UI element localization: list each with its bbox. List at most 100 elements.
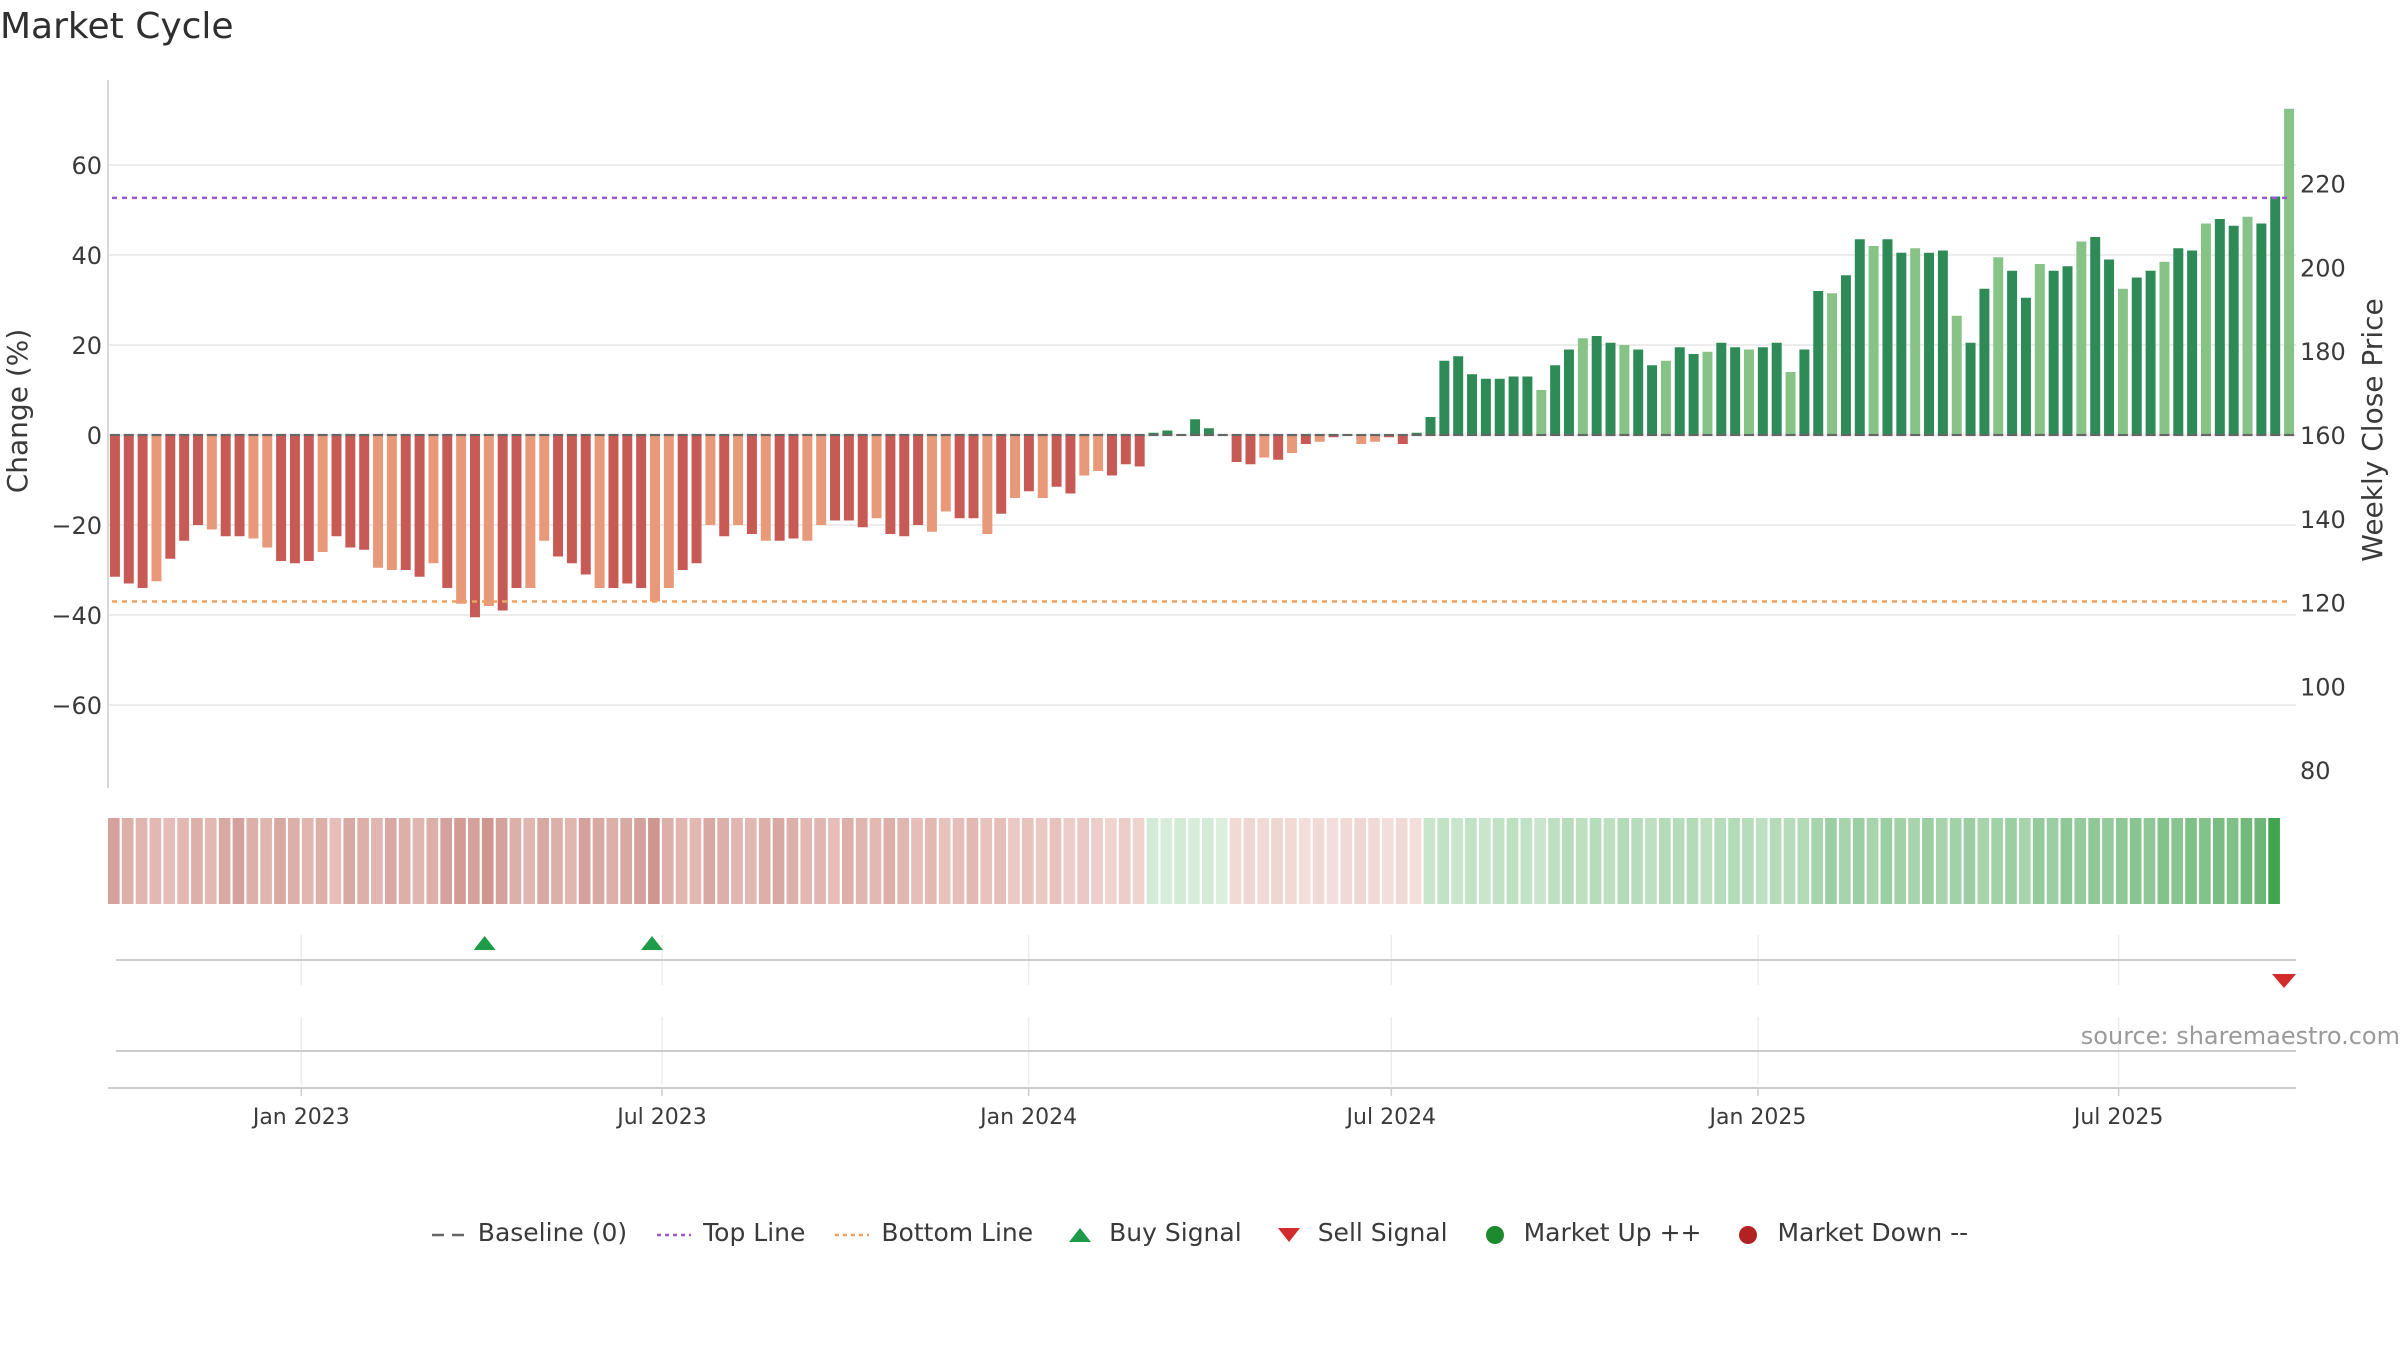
bar <box>331 435 342 537</box>
sell-signal-marker <box>2272 974 2297 988</box>
strength-cell <box>1617 818 1630 904</box>
strength-cell <box>551 818 563 904</box>
strength-cell <box>2157 818 2170 904</box>
bar <box>1979 288 1990 435</box>
strength-cell <box>564 818 577 904</box>
y2-tick-label: 140 <box>2300 506 2346 534</box>
strength-cell <box>1202 818 1214 904</box>
bar <box>733 435 744 525</box>
bar <box>1300 435 1311 444</box>
strength-cell <box>1229 818 1242 904</box>
y-tick-label: −20 <box>51 512 102 540</box>
bar <box>1993 257 2004 435</box>
bar <box>414 435 425 577</box>
strength-cell <box>1326 818 1339 904</box>
x-tick-label: Jan 2023 <box>251 1105 350 1130</box>
strength-cell <box>1589 818 1602 904</box>
strength-cell <box>274 818 286 904</box>
bar <box>566 435 577 564</box>
strength-cell <box>1977 818 1990 904</box>
strength-cell <box>1091 818 1103 904</box>
strength-cell <box>1645 818 1657 904</box>
bar <box>165 435 176 559</box>
strength-cell <box>315 818 328 904</box>
strength-cell <box>1049 818 1062 904</box>
bar <box>1882 239 1893 435</box>
strength-cell <box>2171 818 2183 904</box>
strength-cell <box>1021 818 1034 904</box>
strength-cell <box>1811 818 1823 904</box>
bar <box>2020 297 2031 435</box>
bar <box>206 435 217 530</box>
circle-icon <box>1731 1222 1765 1244</box>
bar <box>816 435 827 525</box>
strength-cell <box>814 818 826 904</box>
bar <box>1660 360 1671 435</box>
bar <box>262 435 273 548</box>
strength-cell <box>1257 818 1270 904</box>
bar <box>1093 435 1104 471</box>
bar <box>1231 435 1242 462</box>
strength-cell <box>1742 818 1754 904</box>
strength-cell <box>495 818 508 904</box>
line-swatch-icon <box>835 1222 870 1242</box>
strength-cell <box>675 818 688 904</box>
bar <box>1757 347 1768 435</box>
y-tick-label: 40 <box>71 242 102 270</box>
bar <box>940 435 951 512</box>
bar <box>1965 342 1976 435</box>
strength-cell <box>2019 818 2031 904</box>
bar <box>1494 378 1505 435</box>
strength-cell <box>2102 818 2114 904</box>
y-tick-label: 20 <box>71 332 102 360</box>
bar <box>926 435 937 532</box>
strength-cell <box>1368 818 1380 904</box>
bar <box>1577 338 1588 435</box>
strength-cell <box>509 818 522 904</box>
bar <box>123 435 134 584</box>
strength-cell <box>745 818 757 904</box>
strength-cell <box>1298 818 1311 904</box>
bar <box>1107 435 1117 476</box>
strength-cell <box>1465 818 1477 904</box>
bar <box>913 435 924 525</box>
x-tick-label: Jul 2024 <box>1345 1105 1437 1130</box>
bar <box>1397 435 1408 444</box>
bar <box>1259 435 1270 458</box>
bar <box>345 435 356 548</box>
strength-cell <box>371 818 383 904</box>
strength-cell <box>634 818 646 904</box>
strength-cell <box>357 818 369 904</box>
bar <box>760 435 771 541</box>
strength-cell <box>177 818 189 904</box>
strength-cell <box>1146 818 1159 904</box>
bar <box>1203 428 1214 435</box>
bar <box>650 435 660 602</box>
strength-cell <box>1451 818 1463 904</box>
bar <box>677 435 688 570</box>
y-axis-label: Change (%) <box>1 329 34 494</box>
bar <box>109 435 120 577</box>
legend-item: Market Down -- <box>1731 1218 1968 1247</box>
bar <box>2007 270 2018 435</box>
strength-cell <box>800 818 813 904</box>
strength-cell <box>2115 818 2128 904</box>
strength-cell <box>343 818 356 904</box>
bar <box>691 435 702 564</box>
legend-item: Top Line <box>657 1218 805 1247</box>
strength-cell <box>2185 818 2197 904</box>
strength-cell <box>1755 818 1768 904</box>
bar <box>497 435 508 611</box>
bar <box>636 435 647 588</box>
strength-cell <box>1825 818 1837 904</box>
bar <box>151 435 162 582</box>
bar <box>1273 435 1284 460</box>
legend-label: Market Up ++ <box>1523 1217 1702 1247</box>
bar <box>2034 264 2045 435</box>
bar <box>1951 315 1962 435</box>
bar <box>2145 270 2156 435</box>
strength-cell <box>121 818 134 904</box>
strength-cell <box>1949 818 1962 904</box>
bar <box>1370 435 1381 442</box>
